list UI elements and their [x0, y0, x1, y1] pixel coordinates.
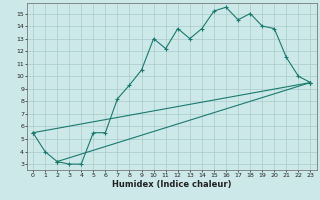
- X-axis label: Humidex (Indice chaleur): Humidex (Indice chaleur): [112, 180, 231, 189]
